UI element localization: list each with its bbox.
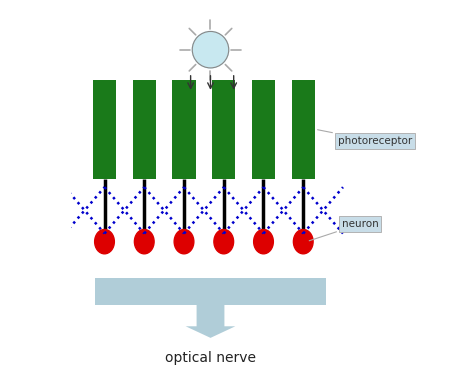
Circle shape	[192, 32, 229, 68]
Bar	[93, 79, 116, 179]
Text: photoreceptor: photoreceptor	[318, 130, 412, 146]
Ellipse shape	[293, 230, 313, 254]
Text: optical nerve: optical nerve	[165, 351, 256, 365]
Bar	[133, 79, 156, 179]
Bar	[173, 79, 196, 179]
Ellipse shape	[135, 230, 154, 254]
Ellipse shape	[95, 230, 114, 254]
Text: neuron: neuron	[309, 219, 379, 241]
Ellipse shape	[174, 230, 194, 254]
Polygon shape	[186, 305, 236, 338]
Bar	[94, 278, 327, 305]
Bar	[212, 79, 236, 179]
Ellipse shape	[254, 230, 273, 254]
Bar	[252, 79, 275, 179]
Bar	[292, 79, 315, 179]
Ellipse shape	[214, 230, 234, 254]
